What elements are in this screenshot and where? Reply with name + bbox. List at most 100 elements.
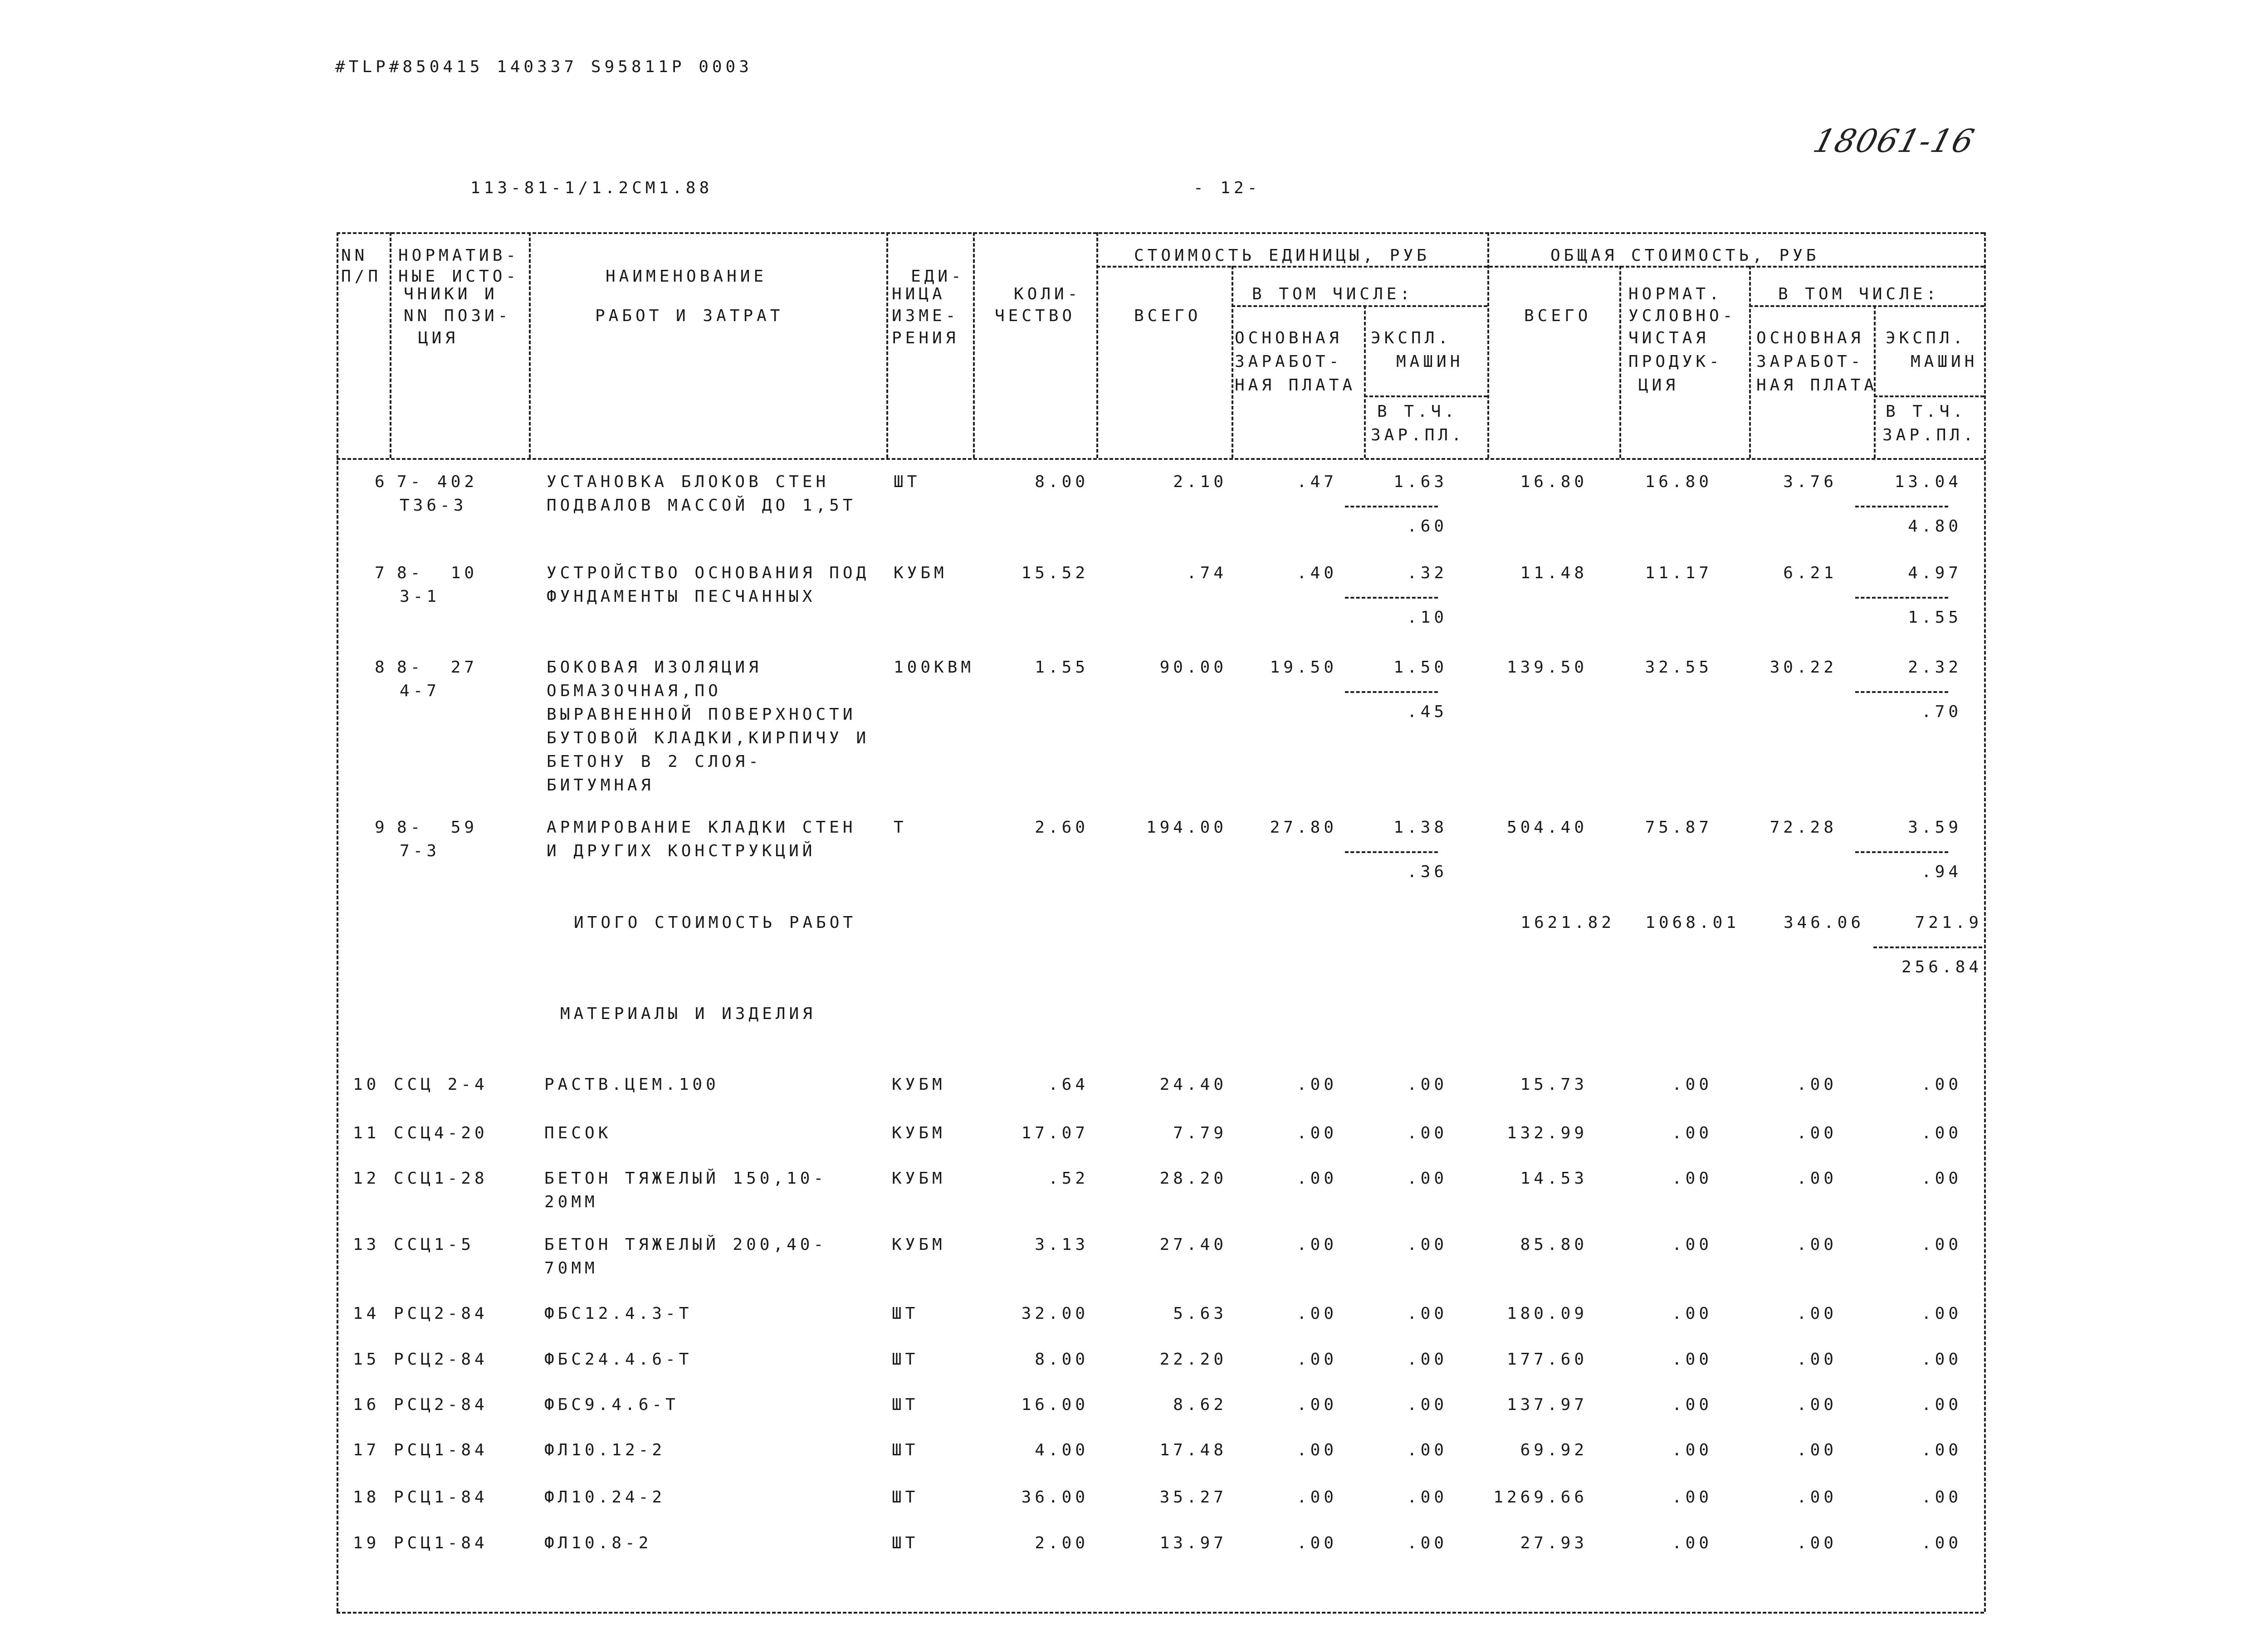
item-name: БУТОВОЙ КЛАДКИ,КИРПИЧУ И	[547, 728, 870, 747]
norm-code: 8- 10	[397, 564, 478, 583]
item-unit: ШТ	[892, 1441, 919, 1460]
table-bottom-border	[337, 1612, 1984, 1614]
header-net-product: НОРМАТ.	[1628, 285, 1723, 303]
item-name: ФБС12.4.3-Т	[544, 1304, 693, 1323]
header-column-divider	[1487, 232, 1489, 458]
item-unit: 100КВМ	[894, 658, 975, 677]
cell-unit-total: 28.20	[1159, 1169, 1227, 1188]
item-number: 14	[353, 1304, 380, 1323]
header-total-cost: ОБЩАЯ СТОИМОСТЬ, РУБ	[1550, 246, 1820, 265]
cell-net: .00	[1672, 1075, 1712, 1094]
item-number: 18	[353, 1488, 380, 1507]
cell-unit-wage: .00	[1296, 1533, 1337, 1552]
item-name: БЕТОН ТЯЖЕЛЫЙ 200,40-	[544, 1235, 827, 1254]
cell-unit-mach: .00	[1407, 1533, 1447, 1552]
cell-unit-mach: .32	[1407, 564, 1447, 583]
cell-mach: 4.97	[1908, 564, 1962, 583]
item-unit: КУБМ	[894, 564, 948, 583]
header-divider	[1096, 266, 1984, 268]
header-column-divider	[529, 232, 531, 458]
cell-net: .00	[1672, 1123, 1712, 1142]
subtotal-divider	[1873, 946, 1982, 949]
header-total-all: ВСЕГО	[1524, 307, 1592, 325]
cell-net: .00	[1672, 1395, 1712, 1414]
cell-unit-total: 17.48	[1159, 1441, 1227, 1460]
norm-code: 7- 402	[397, 473, 478, 492]
cell-unit-mach: .00	[1407, 1304, 1447, 1323]
cell-unit-mach-wage: .10	[1407, 608, 1447, 627]
header-divider	[1364, 395, 1487, 397]
header-net-product: УСЛОВНО-	[1628, 307, 1736, 325]
cell-mach-wage: .70	[1921, 702, 1962, 721]
cell-net: 11.17	[1645, 564, 1712, 583]
item-unit: КУБМ	[892, 1123, 946, 1142]
header-divider	[1874, 395, 1984, 397]
cell-net: 32.55	[1645, 658, 1712, 677]
header-total-incl-wage: ЗАР.ПЛ.	[1882, 426, 1977, 444]
subtotal-divider	[1855, 691, 1948, 693]
norm-code: 7-3	[400, 841, 440, 860]
cell-unit-total: .74	[1186, 564, 1227, 583]
cell-total: 11.48	[1520, 564, 1588, 583]
price-code: РСЦ1-84	[394, 1488, 488, 1507]
price-code: РСЦ2-84	[394, 1304, 488, 1323]
item-unit: КУБМ	[892, 1235, 946, 1254]
cell-unit-wage: .00	[1296, 1169, 1337, 1188]
header-column-divider	[1232, 266, 1233, 458]
header-norm-source: NN ПОЗИ-	[404, 307, 512, 325]
table-top-border	[337, 232, 1984, 234]
cell-total: 177.60	[1506, 1350, 1588, 1369]
item-name: ВЫРАВНЕННОЙ ПОВЕРХНОСТИ	[547, 705, 856, 724]
cell-qty: 32.00	[1021, 1304, 1089, 1323]
item-unit: КУБМ	[892, 1075, 946, 1094]
cell-unit-wage: .00	[1296, 1350, 1337, 1369]
cell-qty: 1.55	[1035, 658, 1089, 677]
header-unit: ЕДИ-	[911, 267, 965, 286]
header-total-machine-ops: МАШИН	[1911, 352, 1978, 371]
item-number: 12	[353, 1169, 380, 1188]
header-name: НАИМЕНОВАНИЕ	[606, 267, 767, 286]
cell-total: 504.40	[1506, 818, 1588, 837]
header-total-base-wage: НАЯ ПЛАТА	[1756, 376, 1878, 395]
cell-qty: 2.00	[1035, 1533, 1089, 1552]
item-number: 9	[375, 818, 388, 837]
item-name: 20ММ	[544, 1193, 598, 1212]
item-number: 16	[353, 1395, 380, 1414]
cell-mach: 13.04	[1894, 473, 1962, 492]
header-column-divider	[1749, 266, 1751, 458]
cell-net: .00	[1672, 1304, 1712, 1323]
item-name: ОБМАЗОЧНАЯ,ПО	[547, 681, 722, 700]
price-code: РСЦ2-84	[394, 1395, 488, 1414]
price-code: ССЦ4-20	[394, 1123, 488, 1142]
header-qty: ЧЕСТВО	[995, 307, 1076, 325]
item-name: ФЛ10.8-2	[544, 1533, 652, 1552]
cell-unit-wage: .00	[1296, 1075, 1337, 1094]
item-number: 13	[353, 1235, 380, 1254]
header-including: В ТОМ ЧИСЛЕ:	[1252, 285, 1414, 303]
item-number: 17	[353, 1441, 380, 1460]
cell-net: .00	[1672, 1350, 1712, 1369]
header-nn: П/П	[341, 267, 382, 286]
cell-unit-total: 22.20	[1159, 1350, 1227, 1369]
item-unit: КУБМ	[892, 1169, 946, 1188]
cell-total: 69.92	[1520, 1441, 1588, 1460]
cell-unit-wage: .00	[1296, 1304, 1337, 1323]
item-number: 11	[353, 1123, 380, 1142]
header-divider	[1232, 305, 1487, 307]
cell-wage: 30.22	[1769, 658, 1837, 677]
item-name: И ДРУГИХ КОНСТРУКЦИЙ	[547, 841, 816, 860]
cell-mach: .00	[1921, 1441, 1962, 1460]
table-right-border	[1984, 232, 1986, 1612]
cell-unit-mach-wage: .36	[1407, 862, 1447, 881]
works-total-net: 1068.01	[1645, 913, 1740, 932]
cell-mach: .00	[1921, 1075, 1962, 1094]
item-name: ФЛ10.12-2	[544, 1441, 666, 1460]
header-incl-wage: В Т.Ч.	[1377, 402, 1458, 421]
cell-qty: 16.00	[1021, 1395, 1089, 1414]
item-number: 7	[375, 564, 388, 583]
cell-total: 27.93	[1520, 1533, 1588, 1552]
cell-unit-wage: .00	[1296, 1235, 1337, 1254]
header-incl-wage: ЗАР.ПЛ.	[1371, 426, 1465, 444]
works-total-label: ИТОГО СТОИМОСТЬ РАБОТ	[574, 913, 857, 932]
cell-unit-mach: .00	[1407, 1123, 1447, 1142]
